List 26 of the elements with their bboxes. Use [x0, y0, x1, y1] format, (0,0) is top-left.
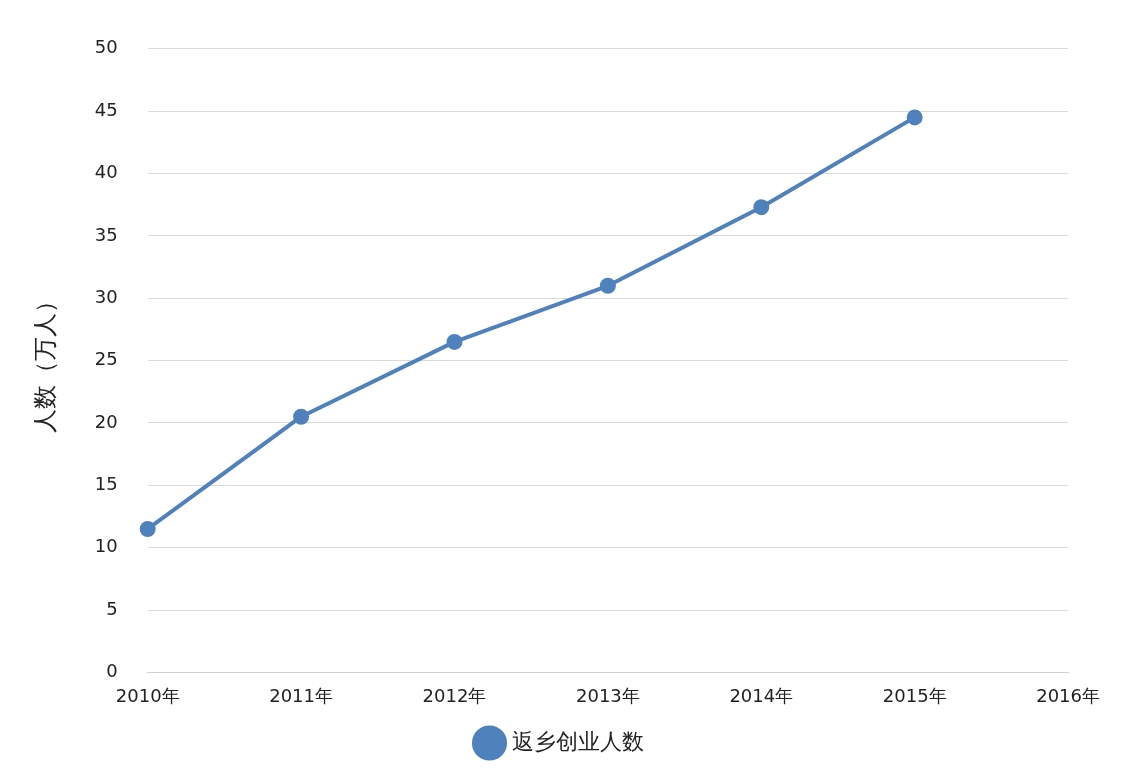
- point: [906, 109, 923, 126]
- y-tick-label: 45: [94, 98, 118, 120]
- y-tick-label: 0: [106, 660, 118, 682]
- y-tick-label: 15: [94, 472, 118, 494]
- x-tick-label: 2011年: [269, 684, 334, 706]
- y-tick-label: 40: [94, 161, 118, 183]
- y-tick-label: 20: [94, 410, 118, 432]
- y-tick-label: 25: [94, 348, 118, 370]
- x-tick-label: 2013年: [575, 684, 640, 706]
- y-tick-label: 5: [106, 597, 118, 619]
- legend-label: 返乡创业人数: [511, 728, 644, 754]
- x-tick-label: 2015年: [882, 684, 947, 706]
- point: [139, 520, 156, 537]
- x-tick-label: 2012年: [422, 684, 487, 706]
- y-tick-label: 50: [94, 36, 118, 58]
- y-axis-title: 人数（万人）: [30, 288, 59, 433]
- y-tick-label: 30: [94, 285, 118, 307]
- point: [599, 277, 616, 294]
- y-tick-label: 10: [94, 535, 118, 557]
- point: [293, 408, 310, 425]
- x-tick-label: 2010年: [115, 684, 180, 706]
- y-tick-label: 35: [94, 223, 118, 245]
- point: [446, 333, 463, 350]
- x-tick-label: 2014年: [729, 684, 794, 706]
- x-tick-label: 2016年: [1036, 684, 1100, 706]
- point: [753, 199, 770, 216]
